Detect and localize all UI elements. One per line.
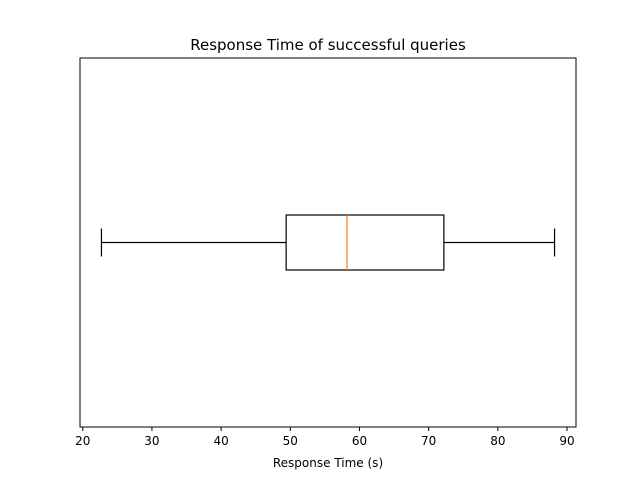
plot-area-frame bbox=[79, 57, 577, 428]
x-axis-label: Response Time (s) bbox=[273, 456, 383, 470]
x-tick-label: 50 bbox=[283, 434, 298, 448]
x-tick-label: 90 bbox=[559, 434, 574, 448]
x-tick-label: 70 bbox=[421, 434, 436, 448]
boxplot bbox=[100, 214, 556, 271]
x-tick-label: 80 bbox=[490, 434, 505, 448]
x-tick-label: 30 bbox=[144, 434, 159, 448]
x-tick-label: 40 bbox=[213, 434, 228, 448]
chart-title: Response Time of successful queries bbox=[190, 36, 466, 54]
iqr-box bbox=[285, 214, 445, 271]
x-tick-label: 60 bbox=[352, 434, 367, 448]
x-axis: 20 30 40 50 60 70 80 90 bbox=[75, 427, 575, 448]
x-tick-label: 20 bbox=[75, 434, 90, 448]
